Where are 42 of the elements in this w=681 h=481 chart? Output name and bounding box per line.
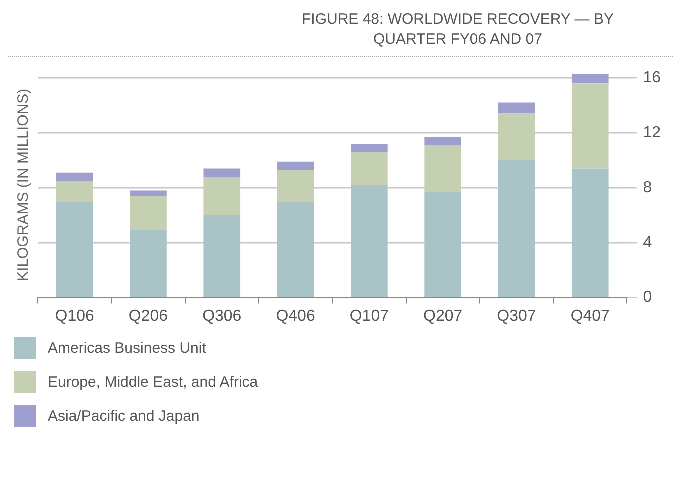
chart-title: FIGURE 48: WORLDWIDE RECOVERY — BY QUARTER FY06 AND 07 — [300, 10, 615, 50]
bar — [572, 168, 609, 298]
bar — [56, 202, 94, 298]
y-tick-label: 12 — [643, 124, 662, 142]
bar — [351, 152, 388, 186]
bar — [277, 170, 314, 202]
legend-label: Europe, Middle East, and Africa — [48, 374, 258, 390]
bar — [424, 192, 462, 298]
x-tick-label: Q106 — [55, 308, 94, 325]
bar — [572, 74, 609, 84]
bar — [498, 102, 536, 114]
y-tick-label: 8 — [643, 179, 652, 196]
x-tick-label: Q306 — [202, 308, 242, 325]
x-tick-label: Q307 — [497, 308, 536, 325]
bar — [130, 196, 167, 231]
bar — [498, 160, 536, 298]
bar — [130, 190, 167, 196]
bar — [56, 181, 94, 202]
bar — [424, 145, 462, 192]
x-tick-label: Q407 — [570, 308, 610, 325]
bar — [498, 114, 536, 160]
y-tick-label: 0 — [643, 289, 652, 306]
x-tick-label: Q207 — [424, 308, 463, 325]
bar — [572, 84, 609, 169]
y-tick-label: 16 — [643, 70, 662, 86]
bar — [204, 215, 241, 298]
bar — [56, 172, 94, 182]
x-tick-label: Q206 — [128, 308, 168, 325]
y-tick-label: 4 — [643, 234, 652, 252]
bar — [130, 230, 167, 298]
y-axis-title: KILOGRAMS (IN MILLIONS) — [15, 88, 32, 282]
bar — [277, 162, 314, 170]
x-tick-label: Q406 — [276, 308, 316, 325]
bar — [204, 168, 241, 177]
bar — [277, 202, 314, 298]
bar — [351, 144, 388, 152]
legend-label: Asia/Pacific and Japan — [48, 408, 200, 424]
bar — [204, 176, 241, 216]
legend-label: Americas Business Unit — [48, 340, 206, 356]
bar — [424, 137, 462, 146]
x-tick-label: Q107 — [350, 308, 390, 325]
bar — [351, 185, 388, 298]
